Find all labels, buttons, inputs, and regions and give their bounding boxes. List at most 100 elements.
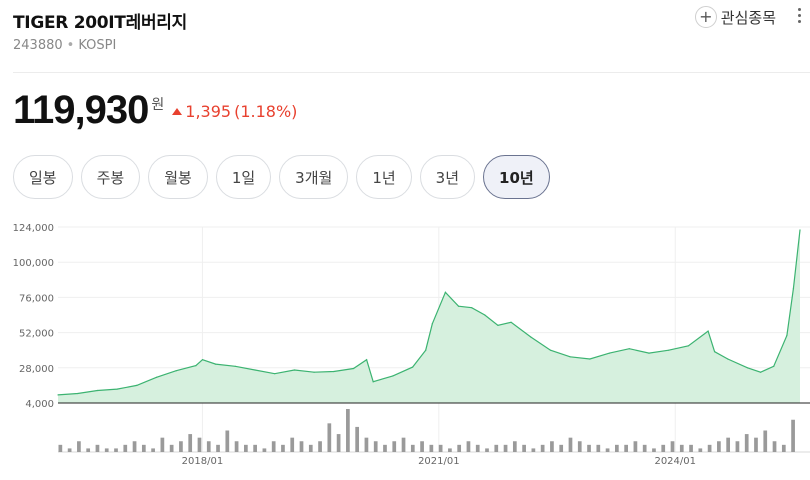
volume-bar	[679, 444, 684, 452]
y-tick-label: 52,000	[19, 329, 54, 340]
volume-bar	[633, 441, 638, 452]
volume-bar	[772, 441, 777, 452]
period-tab-1day[interactable]: 1일	[215, 155, 272, 199]
price-point	[352, 367, 355, 370]
price-point	[727, 358, 729, 360]
volume-bar	[754, 437, 758, 452]
volume-bar	[123, 444, 128, 452]
y-tick-label: 76,000	[19, 293, 54, 304]
period-tab-3years[interactable]: 3년	[419, 155, 476, 199]
price-chart[interactable]: 124,000 100,000 76,000 52,000 28,000 4,000 201…	[0, 212, 810, 480]
price-point	[773, 365, 775, 367]
price-row: 119,930 원 1,395 (1.18%)	[13, 90, 297, 130]
currency-unit: 원	[151, 97, 165, 113]
period-tab-monthly[interactable]: 월봉	[148, 155, 208, 199]
price-point	[668, 349, 670, 351]
volume-bar	[346, 409, 350, 452]
volume-bar	[661, 444, 666, 452]
price-point	[530, 336, 532, 338]
price-point	[313, 371, 315, 373]
volume-bar	[281, 444, 285, 452]
price-point	[214, 363, 217, 365]
period-tab-3months[interactable]: 3개월	[279, 155, 349, 199]
price-point	[786, 334, 788, 337]
price-point	[746, 367, 749, 369]
price-area	[58, 229, 800, 403]
price-point	[799, 229, 801, 231]
volume-bar	[373, 441, 378, 452]
price-point	[687, 345, 689, 347]
y-tick-label: 4,000	[25, 399, 54, 410]
price-point	[444, 291, 447, 293]
volume-bar	[67, 448, 72, 452]
volume-bar	[735, 441, 740, 452]
price-point	[549, 349, 552, 351]
volume-bar	[550, 441, 554, 452]
x-tick-label: 2018/01	[182, 456, 224, 467]
volume-bar	[95, 444, 100, 452]
volume-bar	[763, 430, 768, 452]
price-point	[77, 392, 79, 395]
price-point	[497, 324, 499, 326]
volume-bar	[531, 448, 536, 452]
volume-bar	[512, 441, 517, 452]
y-tick-label: 28,000	[19, 364, 54, 375]
volume-bar	[132, 441, 137, 452]
volume-bar	[420, 441, 424, 452]
volume-bar	[206, 441, 211, 452]
volume-bar	[383, 444, 387, 452]
price-point	[457, 305, 460, 307]
period-tab-weekly[interactable]: 주봉	[80, 155, 141, 199]
period-tab-10years[interactable]: 10년	[483, 155, 550, 199]
price-point	[366, 359, 368, 361]
stock-code: 243880	[13, 38, 63, 53]
volume-bar	[689, 444, 693, 452]
volume-bar	[726, 437, 731, 452]
volume-bar	[179, 441, 183, 452]
volume-bar	[77, 441, 81, 452]
price-point	[234, 365, 236, 367]
volume-bar	[587, 444, 591, 452]
price-point	[648, 352, 650, 354]
volume-bar	[169, 444, 174, 452]
volume-bar	[577, 441, 582, 452]
price-point	[116, 388, 118, 390]
volume-bar	[336, 434, 341, 452]
volume-bar	[615, 444, 619, 452]
change-percent: (1.18%)	[234, 102, 298, 121]
stock-name: TIGER 200IT레버리지	[13, 13, 187, 33]
volume-bar	[299, 441, 304, 452]
stock-meta: 243880 • KOSPI	[13, 38, 116, 53]
x-tick-label: 2021/01	[418, 456, 460, 467]
volume-bar	[216, 444, 220, 452]
volume-bar	[717, 441, 721, 452]
add-watchlist-button[interactable]: + 관심종목	[694, 6, 776, 28]
volume-bar	[698, 448, 703, 452]
up-arrow-icon	[172, 108, 183, 115]
x-tick-label: 2024/01	[654, 456, 696, 467]
current-price: 119,930	[13, 88, 149, 132]
volume-bar	[225, 430, 230, 452]
volume-bar	[642, 444, 647, 452]
more-vertical-icon[interactable]	[796, 8, 802, 23]
y-tick-label: 100,000	[13, 258, 54, 269]
volume-bar	[86, 448, 91, 452]
volume-bar	[652, 448, 656, 452]
volume-bar	[448, 448, 452, 452]
price-point	[57, 394, 59, 396]
volume-bar	[670, 441, 675, 452]
price-point	[392, 375, 394, 377]
volume-bar	[568, 437, 573, 452]
volume-bar	[318, 441, 322, 452]
price-point	[792, 288, 795, 290]
period-tab-1year[interactable]: 1년	[356, 155, 412, 199]
price-point	[372, 381, 374, 383]
volume-bar	[244, 444, 248, 452]
plus-icon: +	[694, 6, 717, 28]
volume-bar	[503, 444, 508, 452]
price-point	[333, 370, 335, 373]
price-point	[411, 366, 414, 368]
period-tabs: 일봉 주봉 월봉 1일 3개월 1년 3년 10년	[13, 155, 550, 199]
period-tab-daily[interactable]: 일봉	[13, 155, 73, 199]
watchlist-label: 관심종목	[720, 8, 776, 27]
